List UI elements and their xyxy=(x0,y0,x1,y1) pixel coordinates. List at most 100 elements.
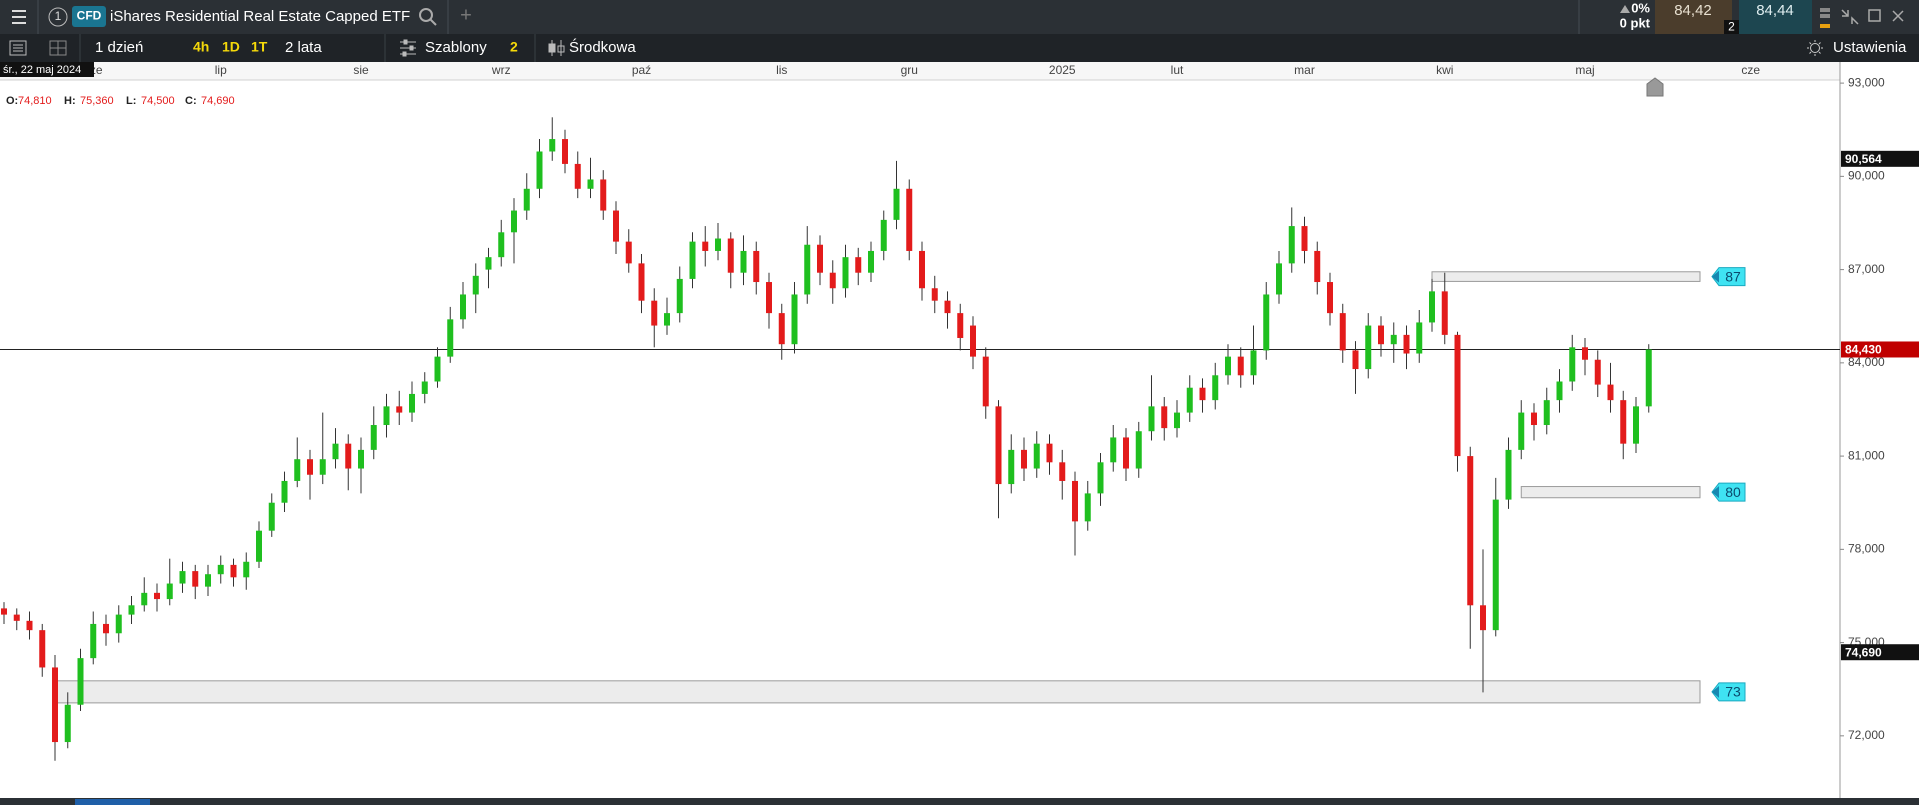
price-mode[interactable]: Środkowa xyxy=(569,38,636,56)
candle-body xyxy=(600,179,607,211)
home-marker[interactable] xyxy=(1646,77,1664,97)
candle-body xyxy=(13,614,20,621)
candle-body xyxy=(587,179,594,189)
price-marker xyxy=(1841,644,1919,661)
candle-body xyxy=(536,151,543,189)
candle-body xyxy=(1582,347,1588,360)
candle-body xyxy=(893,188,900,220)
templates[interactable]: Szablony xyxy=(425,39,487,56)
candle-body xyxy=(1097,462,1104,494)
candle-body xyxy=(906,188,913,251)
candle-body xyxy=(141,592,148,606)
candle-body xyxy=(753,250,760,283)
candle-body xyxy=(39,630,46,668)
tab-circle xyxy=(48,7,68,27)
price-axis xyxy=(1840,62,1919,798)
candle-body xyxy=(511,210,517,233)
ohlc-label: C: xyxy=(185,95,197,107)
candle-body xyxy=(1123,437,1129,469)
candle-body xyxy=(1531,412,1537,426)
candle-body xyxy=(1199,387,1206,401)
interval[interactable]: 1 dzień xyxy=(95,39,143,56)
zone-label: 87 xyxy=(1725,268,1741,284)
candle-body xyxy=(829,272,836,289)
quick-interval[interactable]: 1D xyxy=(222,39,240,55)
candle-body xyxy=(1,608,7,615)
candle-body xyxy=(128,605,135,615)
crosshair-date-box xyxy=(0,62,94,77)
candle-body xyxy=(1148,406,1155,432)
candle-body xyxy=(1161,406,1168,429)
price-marker-label: 74,690 xyxy=(1845,645,1882,659)
candle-body xyxy=(1620,400,1627,444)
candle-body xyxy=(804,244,811,295)
candle-body xyxy=(1365,325,1372,370)
candle-body xyxy=(1072,480,1078,522)
range[interactable]: 2 lata xyxy=(285,39,322,56)
quick-interval[interactable]: 4h xyxy=(193,39,209,55)
candle-body xyxy=(549,139,556,152)
candle-body xyxy=(1110,437,1117,463)
candle-body xyxy=(281,480,288,503)
layout-icon[interactable] xyxy=(49,40,67,56)
price-marker-label: 84,430 xyxy=(1845,343,1882,357)
candle-body xyxy=(77,658,84,705)
candle-body xyxy=(1505,449,1512,500)
candle-body xyxy=(613,210,619,242)
window-icons[interactable] xyxy=(1820,8,1904,28)
change-points: 0 pkt xyxy=(1620,15,1651,30)
candle-body xyxy=(1378,325,1384,345)
candle-body xyxy=(485,257,492,270)
templates-icon[interactable] xyxy=(400,39,416,57)
mode-icon[interactable] xyxy=(548,40,565,56)
buy-box[interactable] xyxy=(1739,0,1812,34)
candle-body xyxy=(944,300,951,314)
candle-body xyxy=(90,623,97,659)
top-bar xyxy=(0,0,1919,34)
x-tick-label: mar xyxy=(1294,63,1315,77)
candle-body xyxy=(1314,250,1321,283)
candle-body xyxy=(103,623,109,634)
support-zone xyxy=(54,680,1701,704)
candle-body xyxy=(1021,449,1027,469)
sell-box[interactable] xyxy=(1655,0,1732,34)
candle-body xyxy=(1084,493,1091,522)
x-tick-label: lis xyxy=(776,63,787,77)
candle-body xyxy=(1543,400,1550,426)
candle-body xyxy=(332,443,339,460)
candle-body xyxy=(702,241,709,251)
price-marker xyxy=(1841,150,1919,167)
quick-interval[interactable]: 1T xyxy=(251,39,268,55)
ohlc-label: O: xyxy=(6,95,18,107)
y-tick-label: 81,000 xyxy=(1848,448,1885,462)
x-tick-label: paź xyxy=(632,63,651,77)
change: 0% xyxy=(1631,0,1650,15)
candle-body xyxy=(957,313,964,338)
candle-body xyxy=(166,583,173,600)
instrument-title[interactable]: iShares Residential Real Estate Capped E… xyxy=(110,8,410,25)
x-tick-label: lip xyxy=(215,63,227,77)
candle-body xyxy=(1645,349,1652,407)
search-icon[interactable] xyxy=(419,8,437,26)
candle-body xyxy=(319,459,326,475)
candle-body xyxy=(1237,356,1244,376)
badge-text: CFD xyxy=(77,9,102,23)
x-tick-label: lut xyxy=(1171,63,1184,77)
add-tab[interactable]: + xyxy=(460,4,472,26)
candle-body xyxy=(651,300,658,326)
list-icon[interactable] xyxy=(9,40,27,56)
zone-label-box xyxy=(1711,682,1746,702)
bottom-indicator xyxy=(75,799,150,805)
candle-body xyxy=(791,294,798,345)
candle-body xyxy=(256,530,262,562)
candle-body xyxy=(574,163,581,189)
candle-body xyxy=(778,313,785,345)
menu-icon[interactable] xyxy=(12,10,26,24)
candle-body xyxy=(1046,443,1053,463)
settings-icon[interactable] xyxy=(1807,40,1823,56)
y-tick-label: 84,000 xyxy=(1848,355,1885,369)
candle-body xyxy=(842,257,849,289)
settings[interactable]: Ustawienia xyxy=(1833,39,1907,56)
ohlc-label: L: xyxy=(126,95,136,107)
candle-body xyxy=(1492,499,1499,631)
